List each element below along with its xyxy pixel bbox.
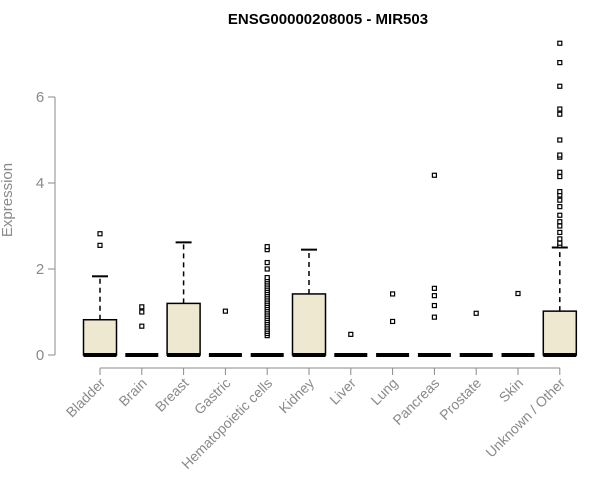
outlier-point (557, 152, 563, 158)
outlier-point (557, 189, 563, 195)
x-tick-label: Liver (326, 375, 359, 408)
box-bladder (82, 275, 118, 357)
outlier-point (557, 197, 563, 203)
outlier-point (97, 231, 103, 237)
y-axis: 0 2 4 6 (36, 89, 56, 364)
x-tick-label: Lung (367, 375, 400, 408)
outlier-point (390, 318, 396, 325)
outlier-point (431, 302, 437, 309)
box-unknown-other (542, 246, 578, 357)
box-kidney (291, 248, 327, 357)
x-tick-label: Prostate (436, 375, 484, 423)
x-tick-label: Skin (496, 375, 527, 406)
outlier-point (264, 259, 270, 266)
outlier-point (557, 236, 563, 242)
outlier-point (431, 172, 437, 178)
outlier-point (557, 40, 563, 46)
y-tick-label: 4 (36, 175, 44, 192)
outlier-point (557, 173, 563, 180)
outlier-point (557, 229, 563, 236)
outlier-point (557, 106, 563, 112)
outlier-point (431, 293, 437, 299)
box-body (166, 302, 201, 356)
outlier-point (264, 244, 270, 250)
outlier-point (557, 59, 563, 66)
outlier-point (431, 285, 437, 291)
outlier-point (139, 309, 145, 315)
outlier-point (557, 212, 563, 218)
outlier-point (557, 240, 563, 246)
box-breast (166, 241, 201, 357)
x-tick-label: Breast (152, 375, 192, 415)
x-tick-label: Bladder (63, 375, 109, 421)
y-tick-label: 2 (36, 261, 44, 278)
outlier-point (557, 111, 563, 117)
y-tick-label: 0 (36, 347, 44, 364)
outlier-point (557, 169, 563, 175)
outlier-point (390, 291, 396, 297)
outlier-point (557, 223, 563, 229)
outlier-point (557, 204, 563, 210)
y-axis-label: Expression (0, 163, 16, 237)
x-tick-label: Unknown / Other (482, 375, 568, 461)
x-tick-label: Brain (115, 375, 149, 409)
outliers-layer (97, 40, 563, 339)
outlier-point (557, 219, 563, 225)
outlier-point (97, 242, 103, 248)
outlier-point (222, 308, 228, 314)
outlier-point (264, 275, 270, 281)
outlier-point (557, 137, 563, 143)
chart-title: ENSG00000208005 - MIR503 (228, 11, 428, 28)
outlier-point (515, 290, 521, 297)
outlier-point (348, 331, 354, 337)
boxes-layer (82, 241, 578, 357)
outlier-point (557, 83, 563, 89)
y-tick-label: 6 (36, 89, 44, 106)
x-tick-label: Kidney (276, 375, 318, 417)
box-body (542, 310, 578, 356)
outlier-point (473, 310, 479, 316)
box-body (82, 318, 118, 356)
outlier-point (264, 266, 270, 272)
box-body (291, 293, 327, 356)
outlier-point (139, 323, 145, 329)
outlier-point (139, 304, 145, 310)
outlier-point (431, 314, 437, 320)
